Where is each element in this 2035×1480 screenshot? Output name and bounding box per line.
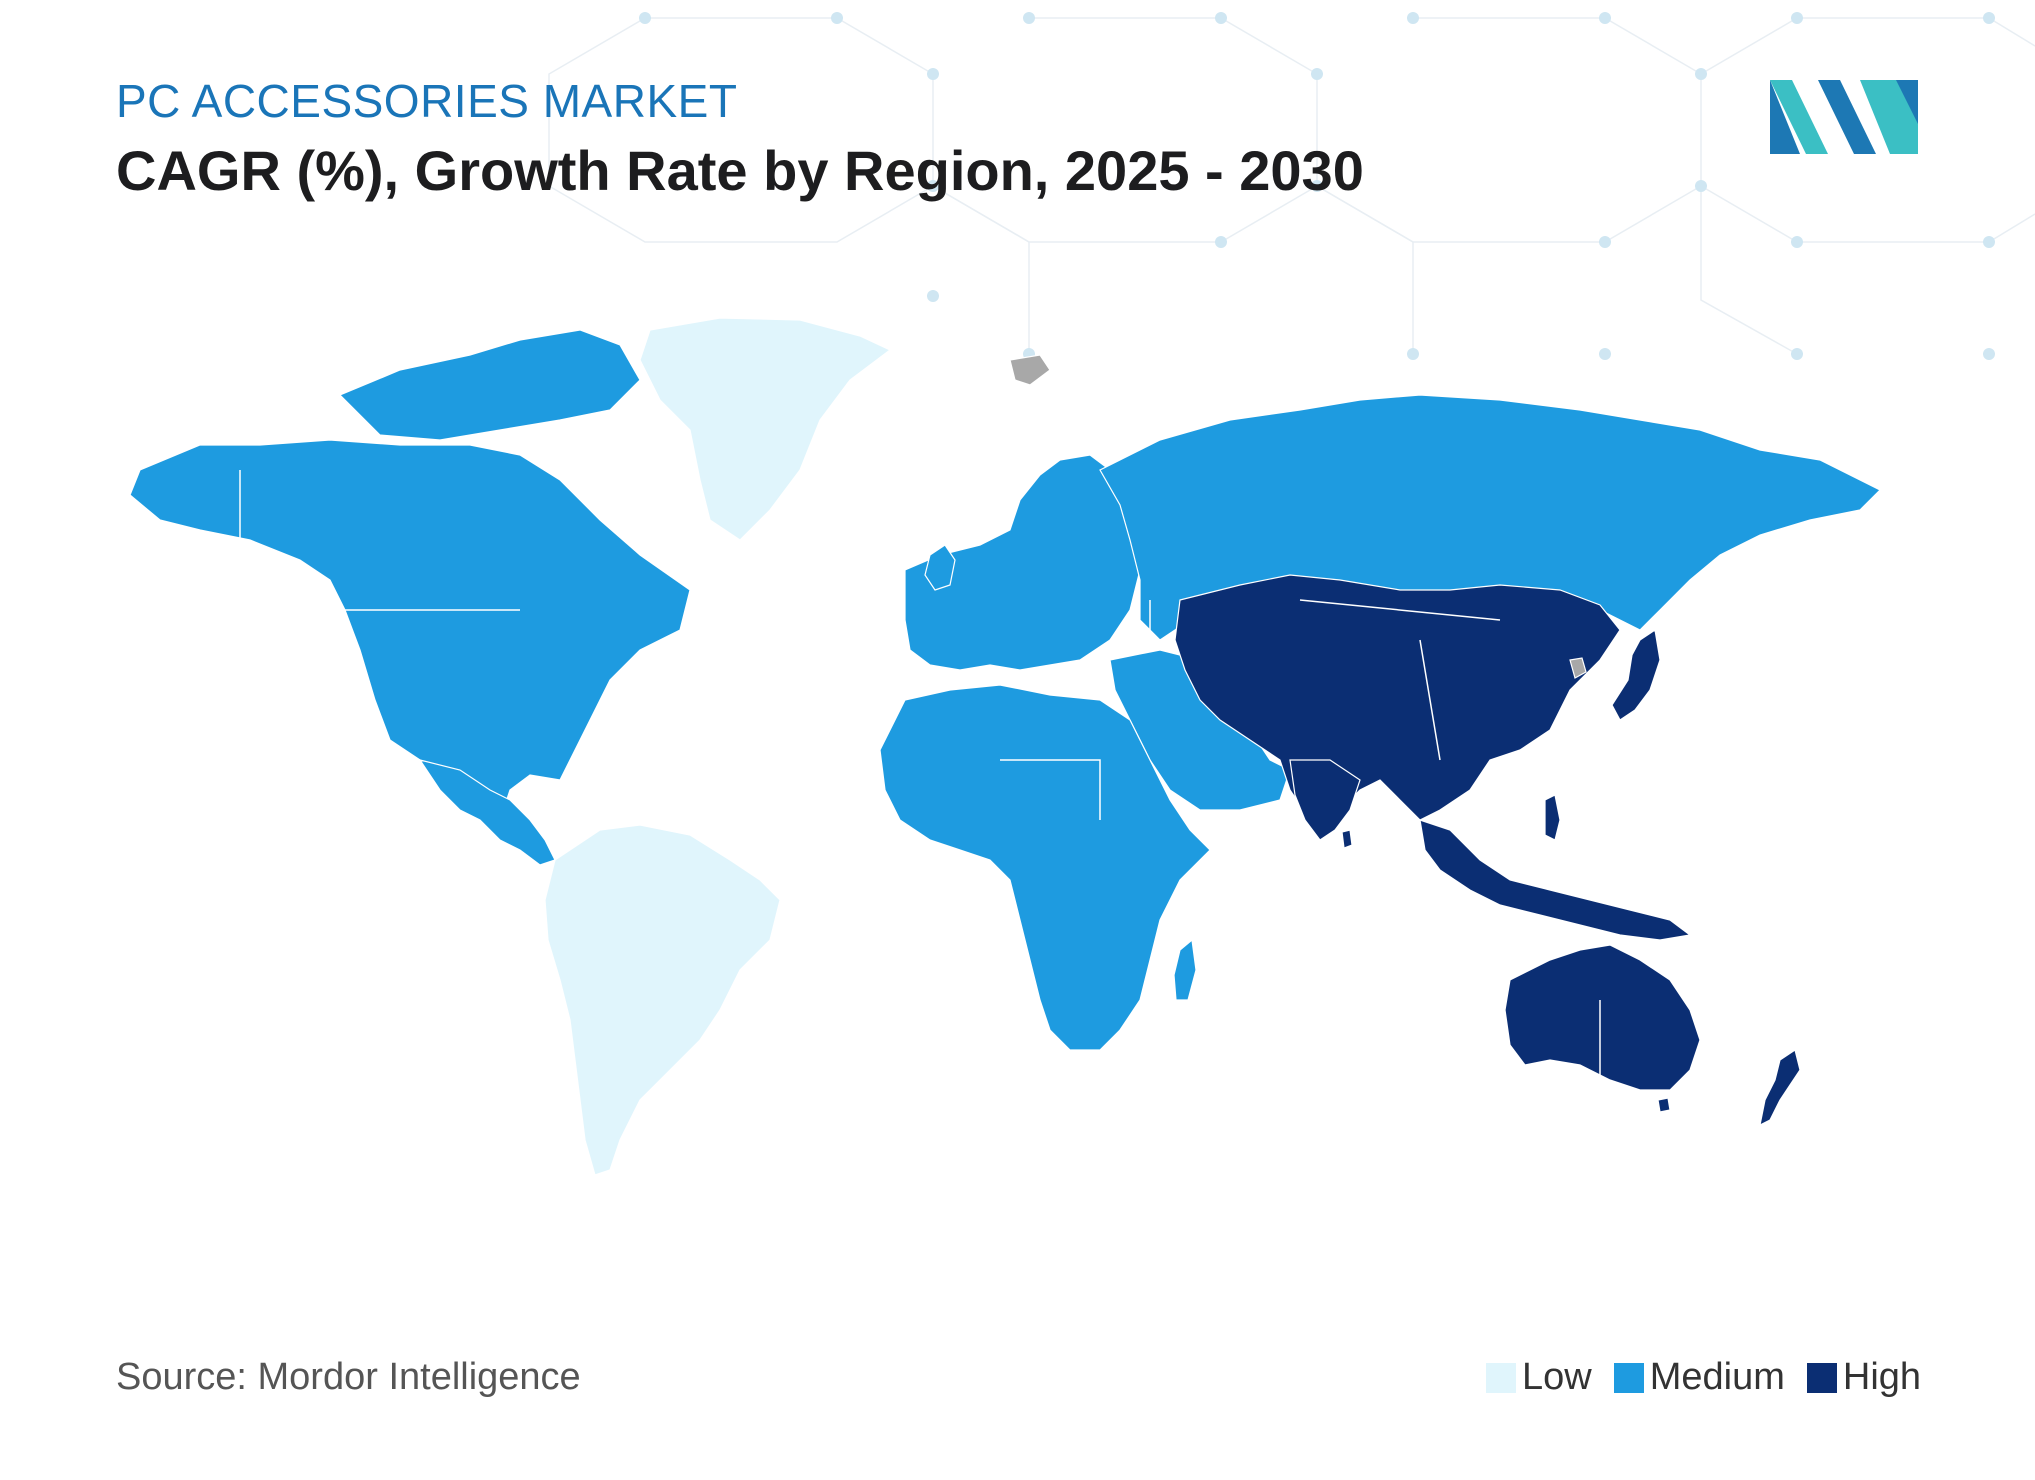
region-madagascar[interactable] [1173,938,1197,1001]
region-north-america[interactable] [129,439,691,821]
region-greenland[interactable] [639,317,892,541]
region-india[interactable] [1289,759,1361,841]
region-australia[interactable] [1504,944,1701,1091]
region-south-america[interactable] [544,824,781,1176]
region-africa[interactable] [879,684,1211,1051]
legend-swatch-low [1486,1362,1516,1393]
legend-item-high: High [1806,1356,1922,1399]
legend-item-low: Low [1486,1356,1592,1399]
region-tasmania[interactable] [1657,1097,1671,1113]
mordor-logo [1770,80,1918,154]
region-arctic-islands[interactable] [338,329,641,441]
legend-swatch-high [1806,1362,1837,1393]
legend-label-medium: Medium [1649,1356,1785,1398]
legend-item-medium: Medium [1613,1356,1785,1399]
region-southeast-asia[interactable] [1419,819,1692,941]
region-japan[interactable] [1611,628,1661,721]
country-borders [239,470,1601,1080]
legend-label-low: Low [1522,1356,1592,1398]
region-asia[interactable] [1174,574,1621,831]
source-text: Source: Mordor Intelligence [116,1356,581,1398]
region-uk[interactable] [924,544,956,591]
region-sri-lanka[interactable] [1341,829,1353,849]
legend-label-high: High [1842,1356,1922,1398]
chart-title: CAGR (%), Growth Rate by Region, 2025 - … [116,139,1364,202]
region-no-data-svalbard [1009,354,1051,386]
legend: Low Medium High [1486,1356,1933,1399]
region-no-data-korea [1569,657,1587,679]
region-philippines[interactable] [1544,794,1561,841]
chart-subtitle: PC ACCESSORIES MARKET [116,75,738,127]
region-central-america[interactable] [418,759,556,866]
legend-swatch-medium [1613,1362,1644,1393]
region-new-zealand[interactable] [1759,1049,1801,1127]
